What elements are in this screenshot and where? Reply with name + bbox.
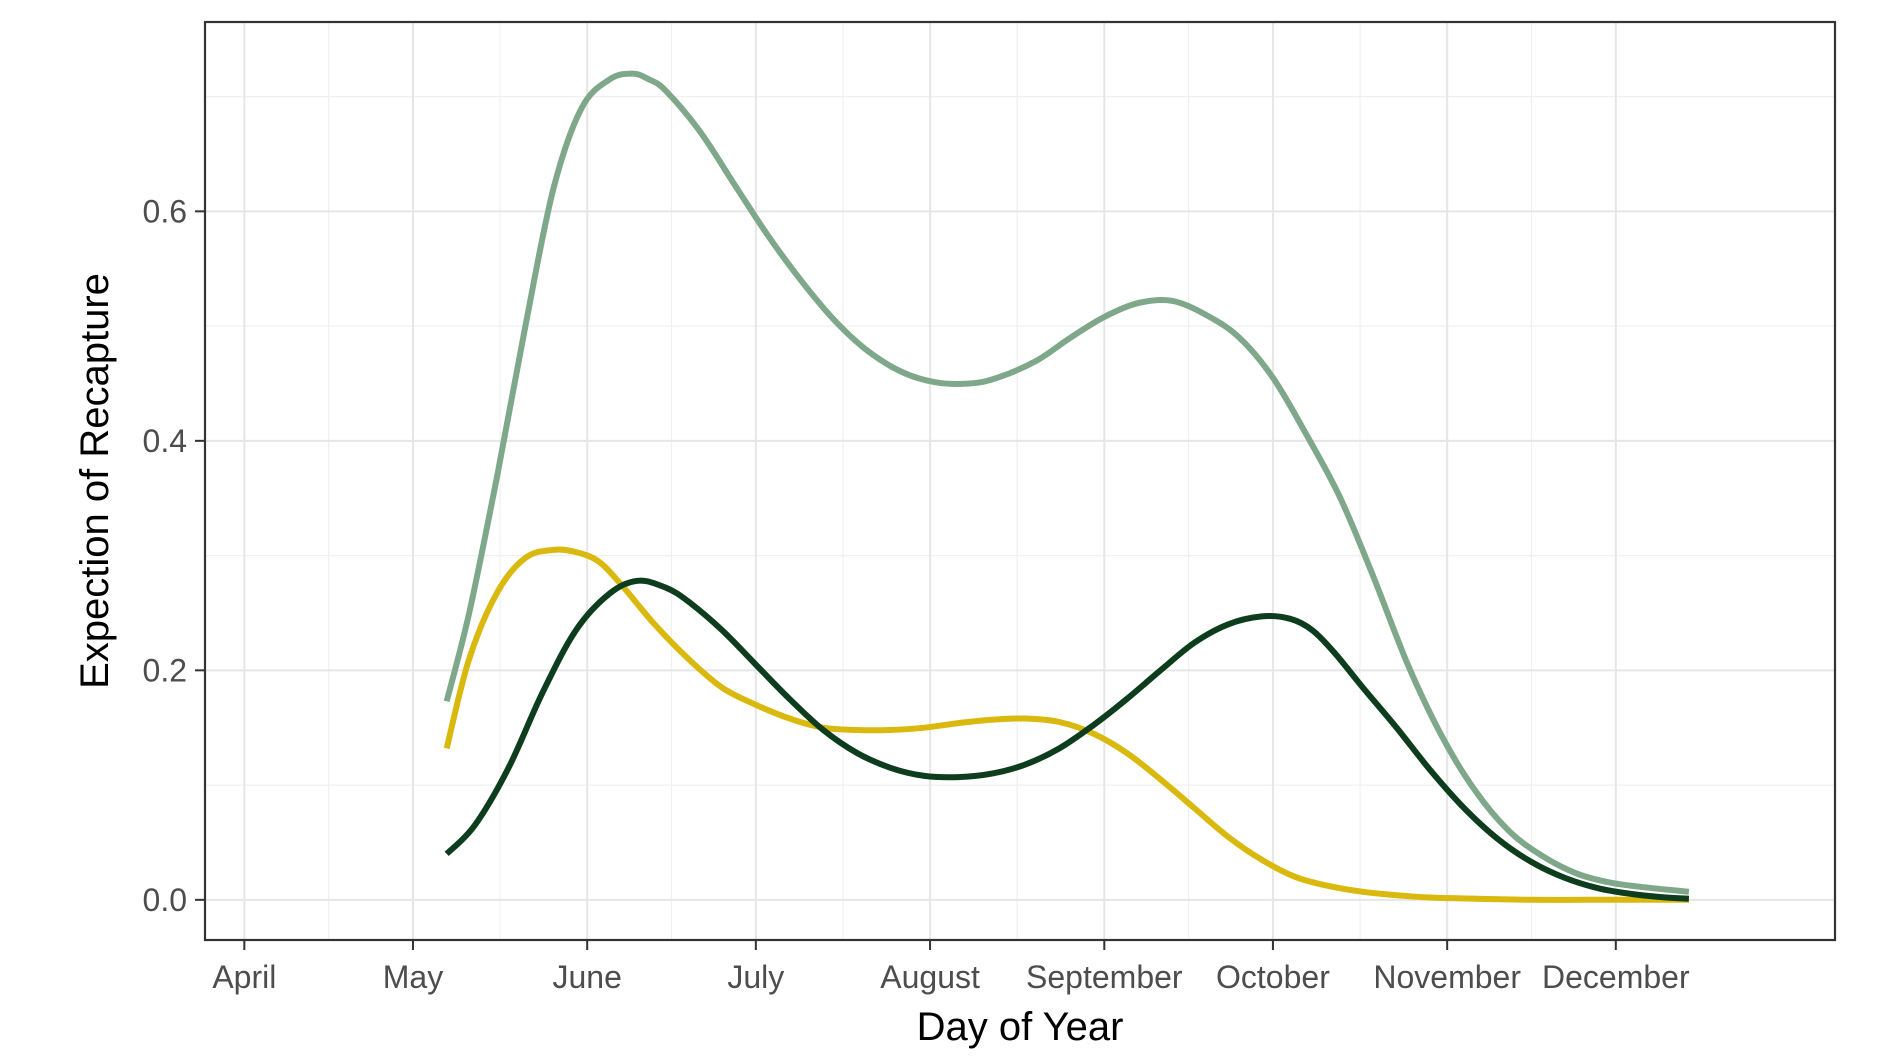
x-tick-label: April — [212, 959, 276, 995]
x-tick-label: November — [1373, 959, 1521, 995]
plot-panel — [205, 22, 1835, 940]
x-tick-label: December — [1542, 959, 1690, 995]
series-line-1 — [443, 70, 1690, 895]
x-tick-label: September — [1026, 959, 1183, 995]
series-lines — [443, 70, 1690, 903]
x-axis-title: Day of Year — [917, 1005, 1124, 1049]
minor-gridlines — [205, 22, 1835, 940]
y-tick-label: 0.2 — [143, 652, 187, 688]
x-tick-label: May — [383, 959, 443, 995]
y-axis-title: Expection of Recapture — [73, 273, 117, 689]
series-line-3 — [444, 577, 1690, 902]
y-tick-label: 0.0 — [143, 882, 187, 918]
x-tick-label: June — [553, 959, 622, 995]
y-axis: 0.0 0.2 0.4 0.6 — [143, 193, 205, 918]
x-tick-label: July — [727, 959, 784, 995]
series-line-2 — [443, 546, 1689, 903]
x-axis: April May June July August September October No… — [212, 940, 1690, 995]
y-tick-label: 0.4 — [143, 423, 187, 459]
x-tick-label: August — [880, 959, 980, 995]
x-tick-label: October — [1216, 959, 1330, 995]
plot-border — [203, 20, 1837, 942]
y-tick-label: 0.6 — [143, 193, 187, 229]
